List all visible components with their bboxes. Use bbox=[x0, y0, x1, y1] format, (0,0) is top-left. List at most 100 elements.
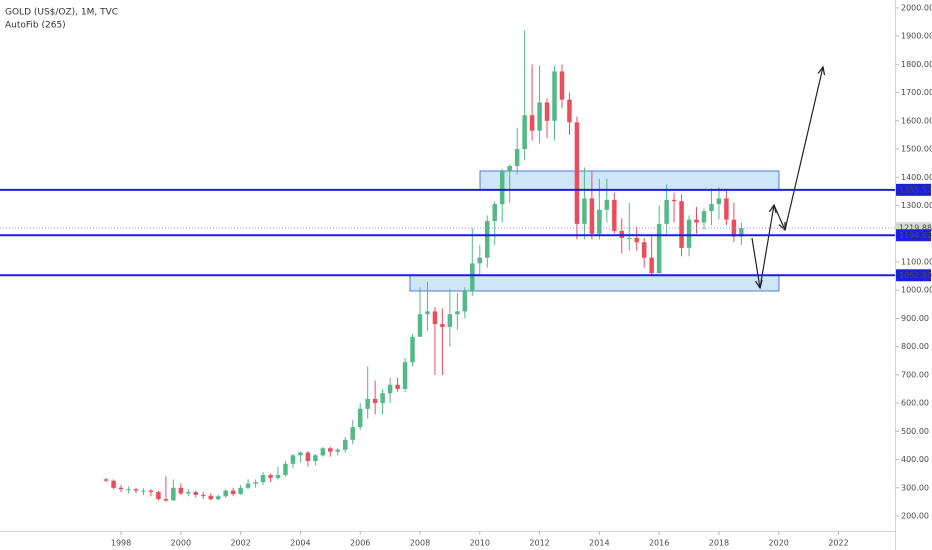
candle-body bbox=[455, 311, 460, 315]
candle-body bbox=[201, 494, 206, 496]
candle-body bbox=[365, 398, 370, 409]
x-tick-label: 2010 bbox=[470, 539, 490, 548]
x-tick-label: 1998 bbox=[111, 539, 131, 548]
y-tick-label: 400.00 bbox=[901, 455, 929, 464]
y-tick-label: 1300.00 bbox=[901, 201, 932, 210]
candle-body bbox=[268, 475, 273, 478]
lower-zone bbox=[409, 274, 780, 292]
y-tick-label: 1500.00 bbox=[901, 145, 932, 154]
y-tick-label: 1000.00 bbox=[901, 286, 932, 295]
candle-body bbox=[627, 237, 632, 239]
candle-body bbox=[671, 199, 677, 202]
x-tick-label: 2014 bbox=[589, 539, 609, 548]
candle-body bbox=[507, 165, 512, 172]
candle-body bbox=[380, 393, 385, 404]
candle-body bbox=[283, 463, 288, 476]
candle-body bbox=[395, 384, 400, 390]
y-tick-label: 1100.00 bbox=[901, 257, 932, 266]
candle-body bbox=[656, 223, 662, 274]
candles bbox=[103, 30, 744, 502]
level-label: 1052.89 bbox=[899, 271, 932, 280]
chart-title: GOLD (US$/OZ), 1M, TVC bbox=[5, 8, 118, 18]
candle-body bbox=[582, 198, 587, 224]
candle-body bbox=[731, 219, 737, 237]
candle-body bbox=[171, 487, 176, 501]
y-tick-label: 1400.00 bbox=[901, 173, 932, 182]
candle-body bbox=[148, 490, 154, 493]
arrow bbox=[759, 205, 774, 289]
candle-body bbox=[470, 263, 475, 292]
level-tag bbox=[896, 229, 931, 242]
x-tick-label: 2022 bbox=[828, 539, 848, 548]
level-label: 1355.57 bbox=[899, 185, 932, 194]
candle-body bbox=[514, 149, 520, 166]
candle-body bbox=[716, 198, 722, 205]
arrow bbox=[784, 67, 823, 231]
y-tick-label: 1700.00 bbox=[901, 88, 932, 97]
y-tick-label: 800.00 bbox=[901, 342, 929, 351]
candle-body bbox=[432, 311, 438, 325]
x-tick-label: 2000 bbox=[171, 539, 191, 548]
candle-body bbox=[664, 199, 669, 224]
candle-body bbox=[141, 490, 146, 492]
upper-zone bbox=[479, 170, 780, 191]
candle-body bbox=[686, 219, 692, 248]
candle-body bbox=[350, 427, 355, 440]
candle-body bbox=[238, 487, 243, 495]
candle-body bbox=[357, 408, 363, 428]
x-tick-label: 2008 bbox=[410, 539, 430, 548]
last-price-label: 1219.88 bbox=[899, 224, 932, 233]
x-tick-label: 2016 bbox=[649, 539, 669, 548]
y-tick-label: 500.00 bbox=[901, 427, 929, 436]
candle-body bbox=[290, 455, 296, 464]
candle-body bbox=[402, 362, 408, 390]
x-tick-label: 2012 bbox=[529, 539, 549, 548]
candle-body bbox=[313, 455, 318, 461]
candle-body bbox=[559, 71, 565, 100]
y-tick-label: 1800.00 bbox=[901, 60, 932, 69]
candle-body bbox=[260, 475, 266, 483]
y-tick-label: 1600.00 bbox=[901, 116, 932, 125]
y-tick-label: 1900.00 bbox=[901, 32, 932, 41]
candle-body bbox=[492, 204, 497, 222]
candle-body bbox=[477, 257, 483, 264]
level-tag bbox=[896, 183, 931, 196]
candle-body bbox=[186, 492, 191, 494]
candle-body bbox=[298, 452, 303, 456]
candle-body bbox=[529, 115, 535, 131]
candle-body bbox=[499, 171, 505, 205]
x-tick-label: 2002 bbox=[230, 539, 250, 548]
candle-body bbox=[133, 489, 139, 491]
candle-body bbox=[589, 198, 595, 234]
candle-body bbox=[343, 439, 348, 450]
candle-body bbox=[178, 487, 184, 494]
candle-body bbox=[709, 204, 714, 212]
x-tick-label: 2004 bbox=[290, 539, 310, 548]
candle-body bbox=[522, 115, 527, 150]
candle-body bbox=[163, 499, 169, 501]
candle-body bbox=[462, 291, 468, 312]
candle-body bbox=[552, 71, 557, 121]
candle-body bbox=[485, 221, 490, 258]
candle-body bbox=[724, 198, 729, 220]
candle-body bbox=[612, 199, 617, 231]
candle-body bbox=[275, 475, 281, 478]
candle-body bbox=[739, 228, 744, 237]
candle-body bbox=[567, 99, 572, 123]
candle-body bbox=[641, 242, 647, 258]
candle-body bbox=[701, 211, 707, 223]
level-tag bbox=[896, 269, 931, 282]
candle-body bbox=[156, 492, 161, 500]
candle-body bbox=[126, 489, 131, 491]
candle-body bbox=[447, 314, 453, 327]
candle-body bbox=[574, 122, 580, 224]
candle-body bbox=[372, 398, 378, 404]
y-tick-label: 200.00 bbox=[901, 512, 929, 521]
candle-body bbox=[694, 219, 699, 223]
candle-body bbox=[118, 487, 124, 490]
candle-body bbox=[215, 496, 221, 500]
y-tick-label: 700.00 bbox=[901, 370, 929, 379]
candle-body bbox=[440, 324, 445, 327]
candle-body bbox=[537, 102, 542, 131]
